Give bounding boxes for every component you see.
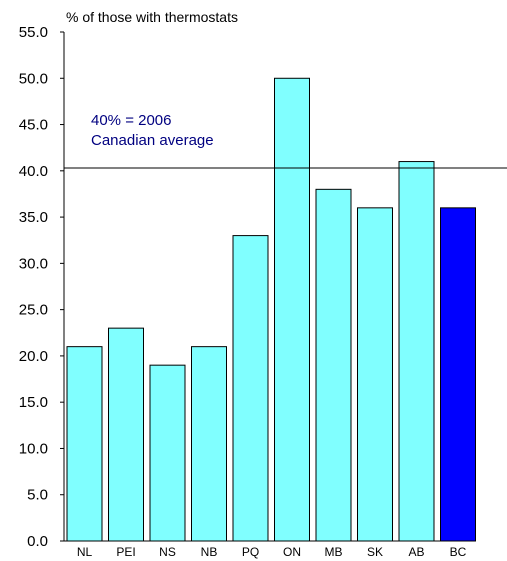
bar-nb — [191, 346, 227, 542]
x-tick-label: NL — [77, 545, 93, 559]
y-tick-label: 10.0 — [19, 440, 48, 457]
y-tick-label: 40.0 — [19, 163, 48, 180]
bars — [66, 77, 476, 542]
y-tick-label: 55.0 — [19, 24, 48, 41]
bar-ab — [398, 161, 435, 542]
x-tick-label: ON — [283, 545, 301, 559]
x-tick-label: PQ — [242, 545, 259, 559]
bar-nl — [66, 346, 103, 542]
x-tick-label: AB — [408, 545, 424, 559]
y-tick-label: 50.0 — [19, 70, 48, 87]
y-tick-label: 35.0 — [19, 209, 48, 226]
x-tick-label: PEI — [116, 545, 135, 559]
y-tick-label: 20.0 — [19, 348, 48, 365]
x-ticks: NL PEI NS NB PQ ON MB SK AB BC — [77, 545, 467, 559]
bar-pei — [108, 327, 144, 542]
x-tick-label: MB — [325, 545, 343, 559]
bar-pq — [232, 235, 269, 542]
y-tick-label: 0.0 — [27, 533, 48, 550]
reference-label-line2: Canadian average — [91, 132, 214, 149]
y-tick-label: 30.0 — [19, 255, 48, 272]
bar-mb — [315, 188, 352, 542]
bar-on — [274, 77, 310, 542]
bar-sk — [357, 207, 393, 542]
y-tick-label: 45.0 — [19, 117, 48, 134]
y-tick-label: 25.0 — [19, 302, 48, 319]
y-axis-label: % of those with thermostats — [66, 9, 238, 25]
x-tick-label: NB — [201, 545, 218, 559]
x-tick-label: SK — [367, 545, 383, 559]
reference-label-line1: 40% = 2006 — [91, 112, 172, 129]
x-tick-label: BC — [450, 545, 467, 559]
bar-bc — [440, 207, 476, 542]
y-ticks: 0.0 5.0 10.0 15.0 20.0 25.0 30.0 35.0 40.0 45.0 50… — [19, 24, 64, 550]
y-tick-label: 5.0 — [27, 487, 48, 504]
x-tick-label: NS — [159, 545, 176, 559]
bar-ns — [149, 364, 186, 542]
y-tick-label: 15.0 — [19, 394, 48, 411]
